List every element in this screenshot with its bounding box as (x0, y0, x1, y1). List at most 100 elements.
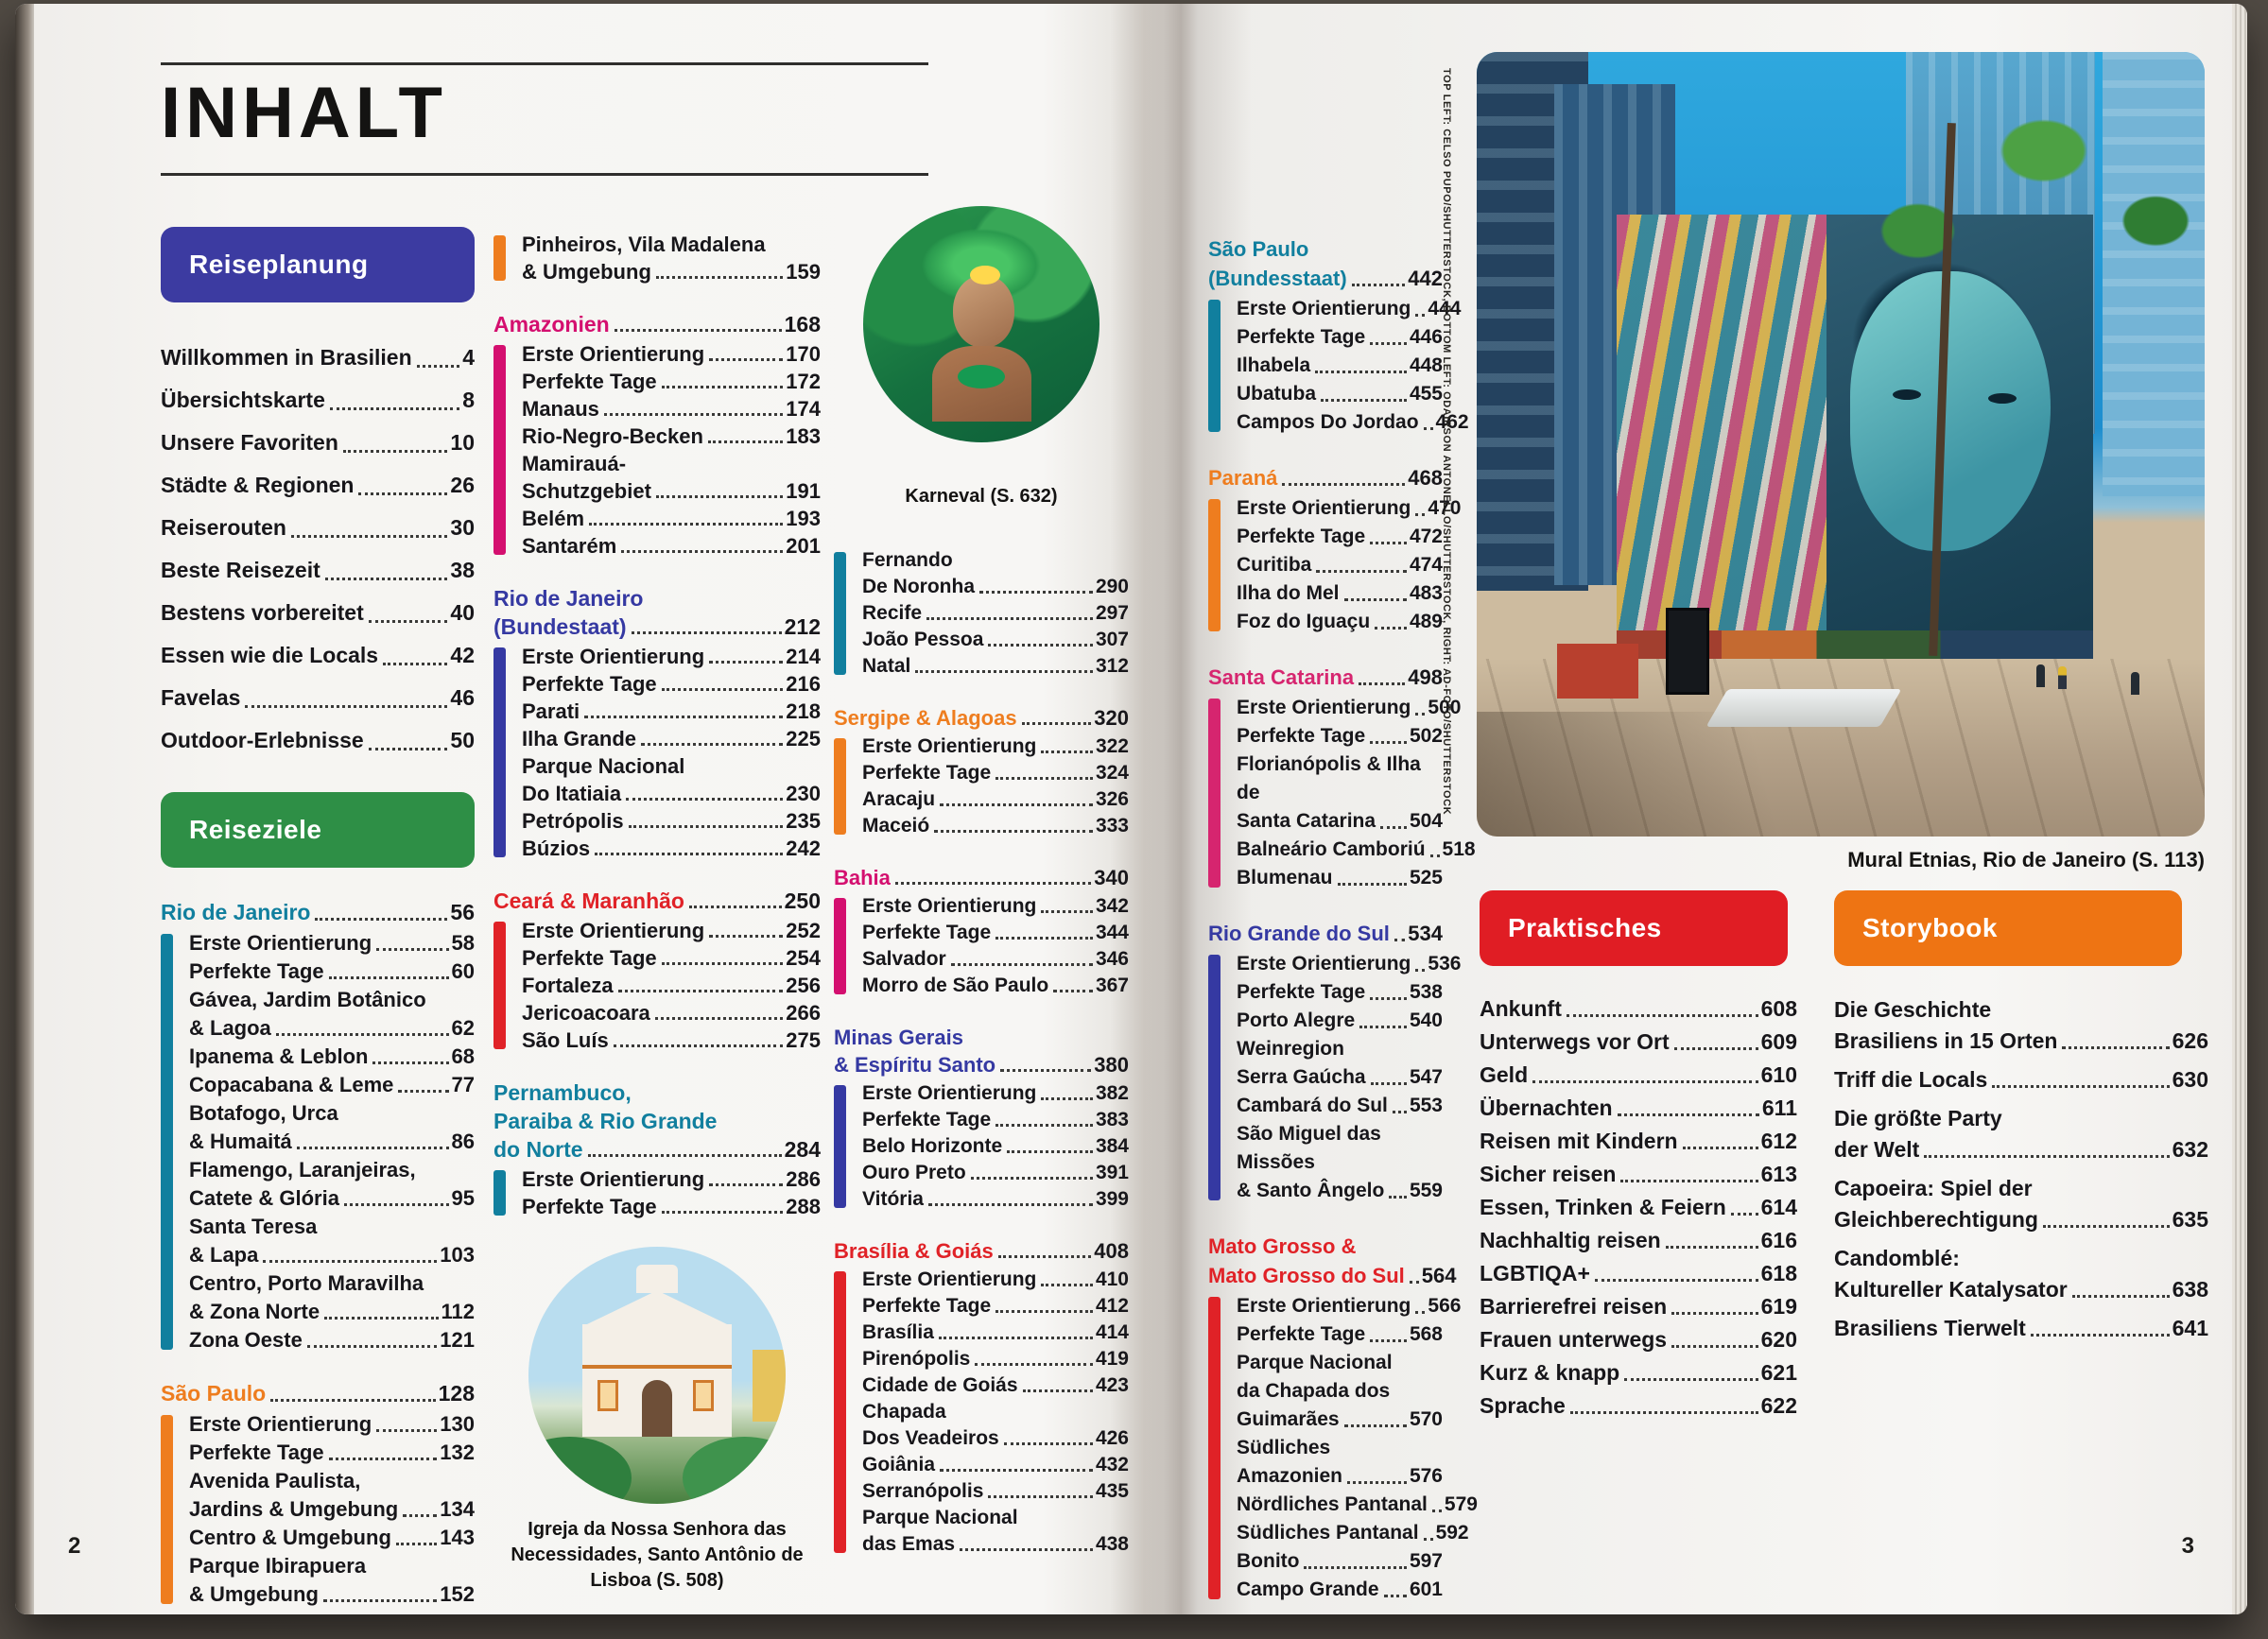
toc-page-number: 384 (1095, 1135, 1129, 1157)
toc-page-number: 242 (786, 837, 821, 860)
dot-leader (661, 386, 784, 388)
toc-entry: Morro de São Paulo 367 (862, 973, 1129, 999)
toc-entry-label: Erste Orientierung (522, 342, 705, 366)
toc-entry-label: Perfekte Tage (862, 762, 992, 784)
toc-entry: Erste Orientierung 322 (862, 733, 1129, 760)
dot-leader (1041, 750, 1093, 753)
reiseziele-badge: Reiseziele (161, 792, 475, 868)
toc-entry: Florianópolis & Ilha de Santa Catarina 504 (1237, 750, 1443, 836)
toc-entry-label: Perfekte Tage (1237, 1323, 1366, 1345)
toc-page-number: 324 (1095, 762, 1129, 784)
toc-entry-label: Geld (1480, 1062, 1529, 1087)
toc-entry-label: Erste Orientierung (1237, 497, 1411, 519)
toc-entry-label: & Lagoa (189, 1016, 271, 1040)
toc-entry-label: Reiserouten (161, 515, 286, 540)
toc-page-number: 320 (1094, 706, 1129, 730)
toc-page-number: 518 (1442, 838, 1476, 860)
toc-entry-line: Florianópolis & Ilha de (1237, 753, 1421, 803)
toc-entry-label: Erste Orientierung (1237, 1295, 1411, 1317)
toc-page-number: 626 (2172, 1028, 2208, 1053)
dot-leader (328, 1458, 438, 1460)
toc-entry: Ilha do Mel 483 (1237, 579, 1443, 608)
toc-page-number: 498 (1408, 665, 1443, 689)
toc-page-number: 570 (1409, 1408, 1443, 1430)
toc-page-number: 216 (786, 672, 821, 696)
dot-leader (1380, 826, 1407, 829)
toc-subentries: Erste Orientierung 252 Perfekte Tage 254 For… (493, 917, 821, 1054)
toc-entry: Erste Orientierung 444 (1237, 295, 1461, 323)
toc-entry-line: Santa Teresa (189, 1215, 318, 1238)
toc-entry-label: Erste Orientierung (862, 735, 1037, 757)
dot-leader (1370, 1339, 1407, 1342)
dot-leader (938, 1337, 1093, 1339)
dot-leader (1415, 969, 1426, 972)
dot-leader (995, 1310, 1093, 1313)
toc-entry-label: Erste Orientierung (189, 1412, 372, 1436)
toc-section: Ceará & Maranhão 250 Erste Orientierung 252… (493, 887, 821, 1054)
mural-eye (1988, 393, 2017, 405)
toc-entry: Manaus 174 (522, 395, 821, 423)
toc-entry-label: Kurz & knapp (1480, 1360, 1620, 1385)
toc-entry-label: & Espíritu Santo (834, 1053, 996, 1077)
toc-page-number: 58 (451, 931, 475, 955)
toc-entry: Centro, Porto Maravilha & Zona Norte 112 (189, 1269, 475, 1326)
toc-section-header: Pernambuco, Paraiba & Rio Grande do Norte 2… (493, 1078, 821, 1164)
dot-leader (595, 853, 784, 855)
toc-section: Pernambuco, Paraiba & Rio Grande do Norte 2… (493, 1078, 821, 1220)
toc-entry-label: Pirenópolis (862, 1348, 971, 1370)
toc-entry-label: Belém (522, 507, 585, 530)
toc-page-number: 438 (1095, 1533, 1129, 1555)
toc-page-number: 130 (440, 1412, 475, 1436)
praktisches-column: Praktisches Ankunft 608 Unterwegs vor Ort 6… (1480, 890, 1797, 1423)
toc-entry-line: Capoeira: Spiel der (1834, 1176, 2033, 1200)
dot-leader (1370, 542, 1407, 544)
church-tower (636, 1265, 678, 1293)
dot-leader (1682, 1147, 1758, 1149)
toc-entry: Erste Orientierung 214 (522, 643, 821, 670)
dot-leader (1022, 1389, 1093, 1392)
dot-leader (2042, 1225, 2170, 1228)
toc-entry: Städte & Regionen 26 (161, 464, 475, 507)
dot-leader (263, 1260, 438, 1263)
dot-leader (628, 825, 784, 828)
dot-leader (2030, 1334, 2170, 1337)
toc-entry-line: Südliches (1237, 1437, 1331, 1458)
dot-leader (661, 688, 784, 691)
toc-entry: Erste Orientierung 536 (1237, 950, 1461, 978)
toc-page-number: 504 (1409, 810, 1443, 832)
dot-leader (613, 1044, 784, 1047)
dot-leader (979, 591, 1093, 594)
toc-entry-label: Balneário Camboriú (1237, 838, 1426, 860)
toc-entry-label: Campo Grande (1237, 1579, 1379, 1600)
toc-page-number: 534 (1408, 922, 1443, 945)
toc-entry: Erste Orientierung 470 (1237, 494, 1461, 523)
toc-entry-line: São Miguel das Missões (1237, 1123, 1381, 1173)
toc-page-number: 56 (450, 900, 475, 924)
dot-leader (1924, 1155, 2170, 1158)
toc-entry: Nördliches Pantanal 579 (1237, 1491, 1478, 1519)
dot-leader (368, 620, 448, 623)
toc-entry: Centro & Umgebung 143 (189, 1524, 475, 1552)
storybook-badge: Storybook (1834, 890, 2182, 966)
toc-entry-label: do Norte (493, 1137, 583, 1162)
toc-page-number: 235 (786, 809, 821, 833)
toc-entry-label: Triff die Locals (1834, 1067, 1988, 1092)
dot-leader (1415, 314, 1426, 317)
toc-entry: Perfekte Tage 324 (862, 760, 1129, 786)
toc-page-number: 553 (1409, 1095, 1443, 1116)
toc-page-number: 610 (1760, 1062, 1797, 1087)
dot-leader (603, 413, 784, 416)
toc-page-number: 426 (1095, 1427, 1129, 1449)
toc-entry-label: Perfekte Tage (522, 672, 657, 696)
toc-page-number: 340 (1094, 866, 1129, 889)
dot-leader (1007, 1150, 1093, 1153)
dot-leader (1392, 1111, 1407, 1113)
toc-entry-label: Essen wie die Locals (161, 643, 379, 667)
toc-entry: Fernando De Noronha 290 (862, 547, 1129, 600)
toc-page-number: 183 (786, 424, 821, 448)
toc-entry: Erste Orientierung 382 (862, 1080, 1129, 1107)
toc-entry: Bonito 597 (1237, 1547, 1443, 1576)
section-color-bar (1208, 499, 1221, 631)
toc-column-3: Karneval (S. 632) Fernando De Noronha 290 R… (834, 206, 1129, 1558)
toc-entry: Erste Orientierung 58 (189, 929, 475, 958)
